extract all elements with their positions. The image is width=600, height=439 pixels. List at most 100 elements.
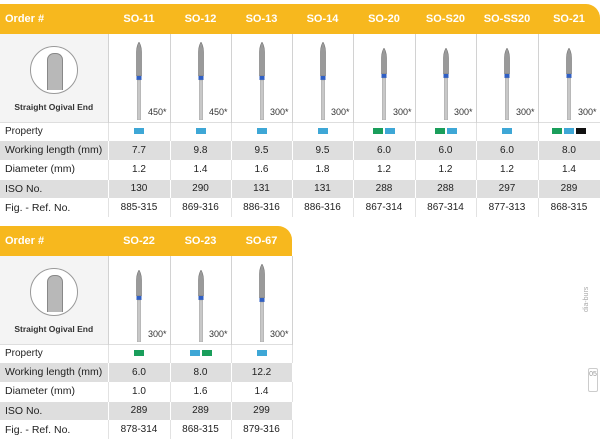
order-label: Order # [0,226,108,256]
property-swatches [134,349,144,356]
shape-label: Straight Ogival End [14,102,94,112]
diameter-cell: 1.0 [108,382,171,401]
diameter-cell: 1.6 [231,160,293,179]
fig-ref-cell: 886-316 [231,198,293,217]
working-length-cell: 12.2 [231,361,293,382]
order-label: Order # [0,4,108,34]
image-row: Straight Ogival End 300* 300* 300* [0,256,293,344]
iso-cell: 288 [415,178,477,198]
property-swatches [256,349,267,356]
green-property-swatch [373,127,383,134]
black-property-swatch [576,127,586,134]
blue-property-swatch [189,349,200,356]
iso-cell: 288 [353,178,416,198]
iso-row: ISO No. 289 289 299 [0,400,293,420]
property-swatches [134,127,144,134]
bur-image-cell: 300* [231,34,293,122]
diameter-cell: 1.4 [170,160,232,179]
iso-cell: 131 [231,178,293,198]
order-cell: SO-SS20 [476,4,538,34]
green-property-swatch [201,349,212,356]
blue-property-swatch [256,349,267,356]
fig-ref-label: Fig. - Ref. No. [0,198,109,217]
diameter-cell: 1.2 [353,160,416,179]
green-property-swatch [134,349,144,356]
iso-label: ISO No. [0,178,109,198]
angle-label: 300* [392,106,412,117]
angle-label: 300* [330,106,350,117]
bur-image-cell: 300* [538,34,600,122]
shape-label: Straight Ogival End [14,324,94,334]
bur-image-cell: 300* [292,34,354,122]
property-row: Property [0,121,600,140]
working-length-cell: 9.5 [231,139,293,160]
working-length-cell: 8.0 [170,361,232,382]
shape-cell: Straight Ogival End [0,256,109,344]
working-length-cell: 7.7 [108,139,171,160]
bur-image [504,47,510,120]
bur-image-cell: 300* [353,34,416,122]
blue-property-swatch [256,127,267,134]
blue-property-swatch [195,127,206,134]
working-length-cell: 6.0 [353,139,416,160]
property-cell [538,121,600,140]
blue-property-swatch [317,127,328,134]
ogival-shape-icon [29,46,78,94]
diameter-cell: 1.6 [170,382,232,401]
page-number: 05 [588,368,598,392]
iso-cell: 131 [292,178,354,198]
bur-image [136,269,142,342]
bur-image-cell: 300* [108,256,171,344]
order-cell: SO-67 [231,226,292,256]
bur-image [197,41,204,120]
diameter-cell: 1.4 [231,382,293,401]
working-length-cell: 6.0 [476,139,539,160]
order-cell: SO-12 [170,4,231,34]
working-length-cell: 6.0 [415,139,477,160]
angle-label: 450* [208,106,228,117]
iso-cell: 289 [108,400,171,420]
working-length-cell: 6.0 [108,361,171,382]
property-cell [231,121,293,140]
angle-label: 300* [515,106,535,117]
working-length-row: Working length (mm) 7.7 9.8 9.5 9.5 6.0 … [0,139,600,160]
property-swatches [317,127,328,134]
bur-image-cell: 300* [476,34,539,122]
bur-image-cell: 450* [108,34,171,122]
iso-row: ISO No. 130 290 131 131 288 288 297 289 [0,178,600,198]
working-length-cell: 8.0 [538,139,600,160]
working-length-cell: 9.5 [292,139,354,160]
diameter-cell: 1.8 [292,160,354,179]
fig-ref-cell: 867-314 [415,198,477,217]
iso-cell: 130 [108,178,171,198]
bur-image [381,47,387,120]
bur-image-cell: 300* [170,256,232,344]
fig-ref-cell: 877-313 [476,198,539,217]
fig-ref-label: Fig. - Ref. No. [0,420,109,439]
fig-ref-row: Fig. - Ref. No. 885-315 869-316 886-316 … [0,198,600,217]
property-row: Property [0,343,293,362]
property-cell [231,343,293,362]
bur-image [197,269,204,342]
product-table-1: Order # SO-11 SO-12 SO-13 SO-14 SO-20 SO… [0,4,600,217]
order-cell: SO-14 [292,4,353,34]
diameter-label: Diameter (mm) [0,160,109,179]
order-cell: SO-21 [538,4,600,34]
order-cell: SO-23 [170,226,231,256]
shape-cell: Straight Ogival End [0,34,109,122]
working-length-label: Working length (mm) [0,139,109,160]
bur-image [258,41,265,120]
blue-property-swatch [134,127,144,134]
diameter-cell: 1.2 [415,160,477,179]
angle-label: 300* [269,328,289,339]
property-swatches [502,127,512,134]
iso-cell: 290 [170,178,232,198]
image-row: Straight Ogival End 450* 450* 300* 300* … [0,34,600,122]
order-row: Order # SO-11 SO-12 SO-13 SO-14 SO-20 SO… [0,4,600,34]
product-table-2: Order # SO-22 SO-23 SO-67 Straight Ogiva… [0,226,293,439]
diameter-cell: 1.2 [108,160,171,179]
diameter-label: Diameter (mm) [0,382,109,401]
fig-ref-row: Fig. - Ref. No. 878-314 868-315 879-316 [0,420,293,439]
bur-image [258,263,265,342]
angle-label: 300* [453,106,473,117]
